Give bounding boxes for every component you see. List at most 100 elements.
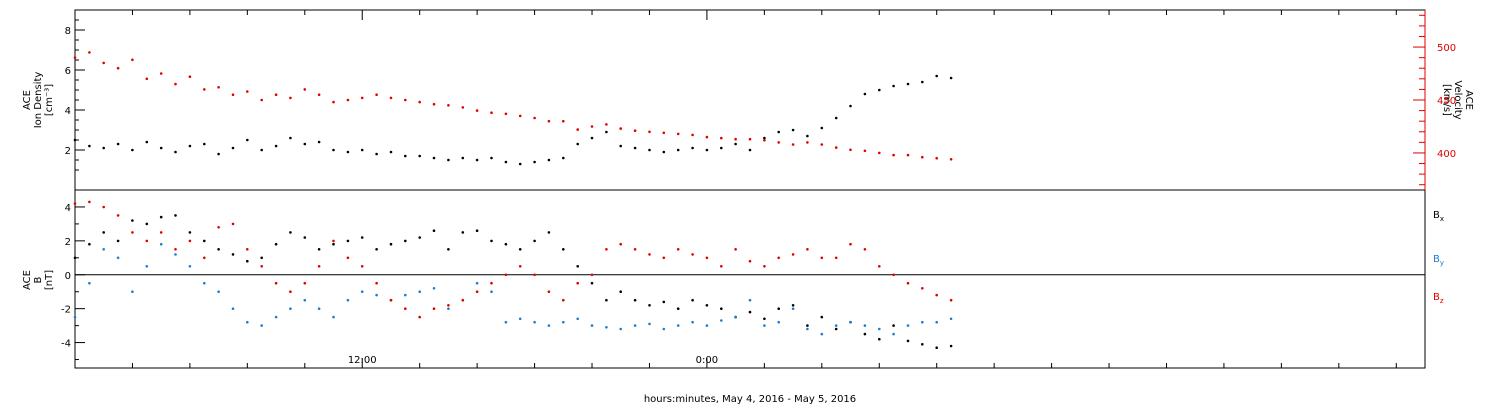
velocity-point [547,119,551,123]
b-by-point [590,324,594,327]
velocity-point [892,153,895,157]
b-by-point [791,307,795,311]
density-point [131,148,134,152]
density-point [547,158,551,162]
density-point [518,162,522,166]
density-point [849,104,852,108]
velocity-point [734,137,737,141]
top-right-axis-title-line2: Velocity [1452,80,1463,119]
b-bz-point [720,265,723,268]
b-bz-point [289,290,292,294]
b-bz-point [217,226,220,229]
top-right-tick-label: 500 [1437,43,1456,54]
b-by-point [906,324,910,327]
velocity-point [116,66,120,70]
velocity-point [763,138,766,142]
b-by-point [806,327,809,331]
b-bz-point [892,273,895,277]
velocity-point [849,148,852,152]
b-by-point [88,281,91,285]
b-bz-point [576,281,579,285]
density-point [662,150,666,154]
density-point [73,138,77,142]
b-bx-point [490,239,493,243]
b-bz-point [317,265,321,268]
b-by-point [892,332,895,336]
b-bz-point [949,298,953,302]
b-by-point [691,320,694,324]
b-bx-point [662,300,666,304]
b-by-point [648,322,651,326]
density-point [260,148,264,152]
b-bx-point [863,332,867,336]
b-bz-point [404,307,407,311]
b-bx-point [705,304,709,307]
b-by-point [116,256,120,260]
velocity-point [935,156,938,160]
velocity-point [203,88,206,91]
b-bx-point [131,219,134,222]
b-by-point [849,320,852,324]
density-point [763,136,766,140]
density-point [748,148,752,152]
velocity-point [648,130,651,134]
b-by-point [921,320,924,324]
b-bx-point [332,242,335,246]
b-by-point [432,287,436,290]
b-by-point [159,242,163,246]
density-point [389,150,393,154]
density-point [605,130,608,134]
b-bz-point [633,248,637,251]
bottom-left-tick-label: 2 [65,237,71,248]
bottom-left-tick-label: 4 [65,203,71,214]
density-point [633,146,637,150]
velocity-point [921,155,924,159]
b-bx-point [633,298,637,302]
b-by-point [834,324,838,327]
density-point [159,146,163,150]
density-point [317,140,321,144]
b-bz-point [375,281,378,285]
b-bx-point [231,253,235,256]
velocity-point [260,98,264,102]
b-bx-point [303,236,307,239]
b-bz-point [73,202,77,205]
chart-marks: 2 4 6 8 400 450 500 -4 -2 0 2 4 12:00 0:00 Bx By Bz [61,10,1456,368]
bottom-left-tick-label: 0 [65,271,71,282]
velocity-point [102,61,105,65]
b-bz-point [203,256,206,260]
b-by-point [748,298,752,302]
b-bz-point [360,265,364,268]
b-bz-point [418,315,422,319]
b-by-point [547,324,551,327]
b-bz-point [619,242,622,246]
bottom-left-axis-title-line1: ACE [22,270,33,290]
velocity-point [73,56,77,59]
density-point [533,160,536,164]
b-bz-point [734,248,737,251]
b-bx-point [360,236,364,239]
velocity-point [863,149,867,153]
velocity-point [145,77,149,81]
b-bz-point [490,281,493,285]
velocity-point [317,93,321,96]
b-bx-point [346,239,350,243]
velocity-point [878,151,881,155]
b-bz-point [791,253,795,256]
b-bz-point [547,290,551,294]
top-right-axis-title: ACE Velocity [km/s] [1441,80,1474,119]
density-point [906,82,910,86]
velocity-point [806,141,809,144]
b-bx-point [504,242,508,246]
b-bx-point [763,317,766,321]
velocity-point [504,112,508,116]
b-by-point [475,281,479,285]
b-bz-point [518,265,522,268]
b-bx-point [88,242,91,246]
density-point [332,148,335,152]
velocity-point [906,153,910,157]
b-bz-point [88,200,91,204]
density-point [576,142,579,146]
b-bx-point [605,298,608,302]
b-bz-point [231,222,235,226]
